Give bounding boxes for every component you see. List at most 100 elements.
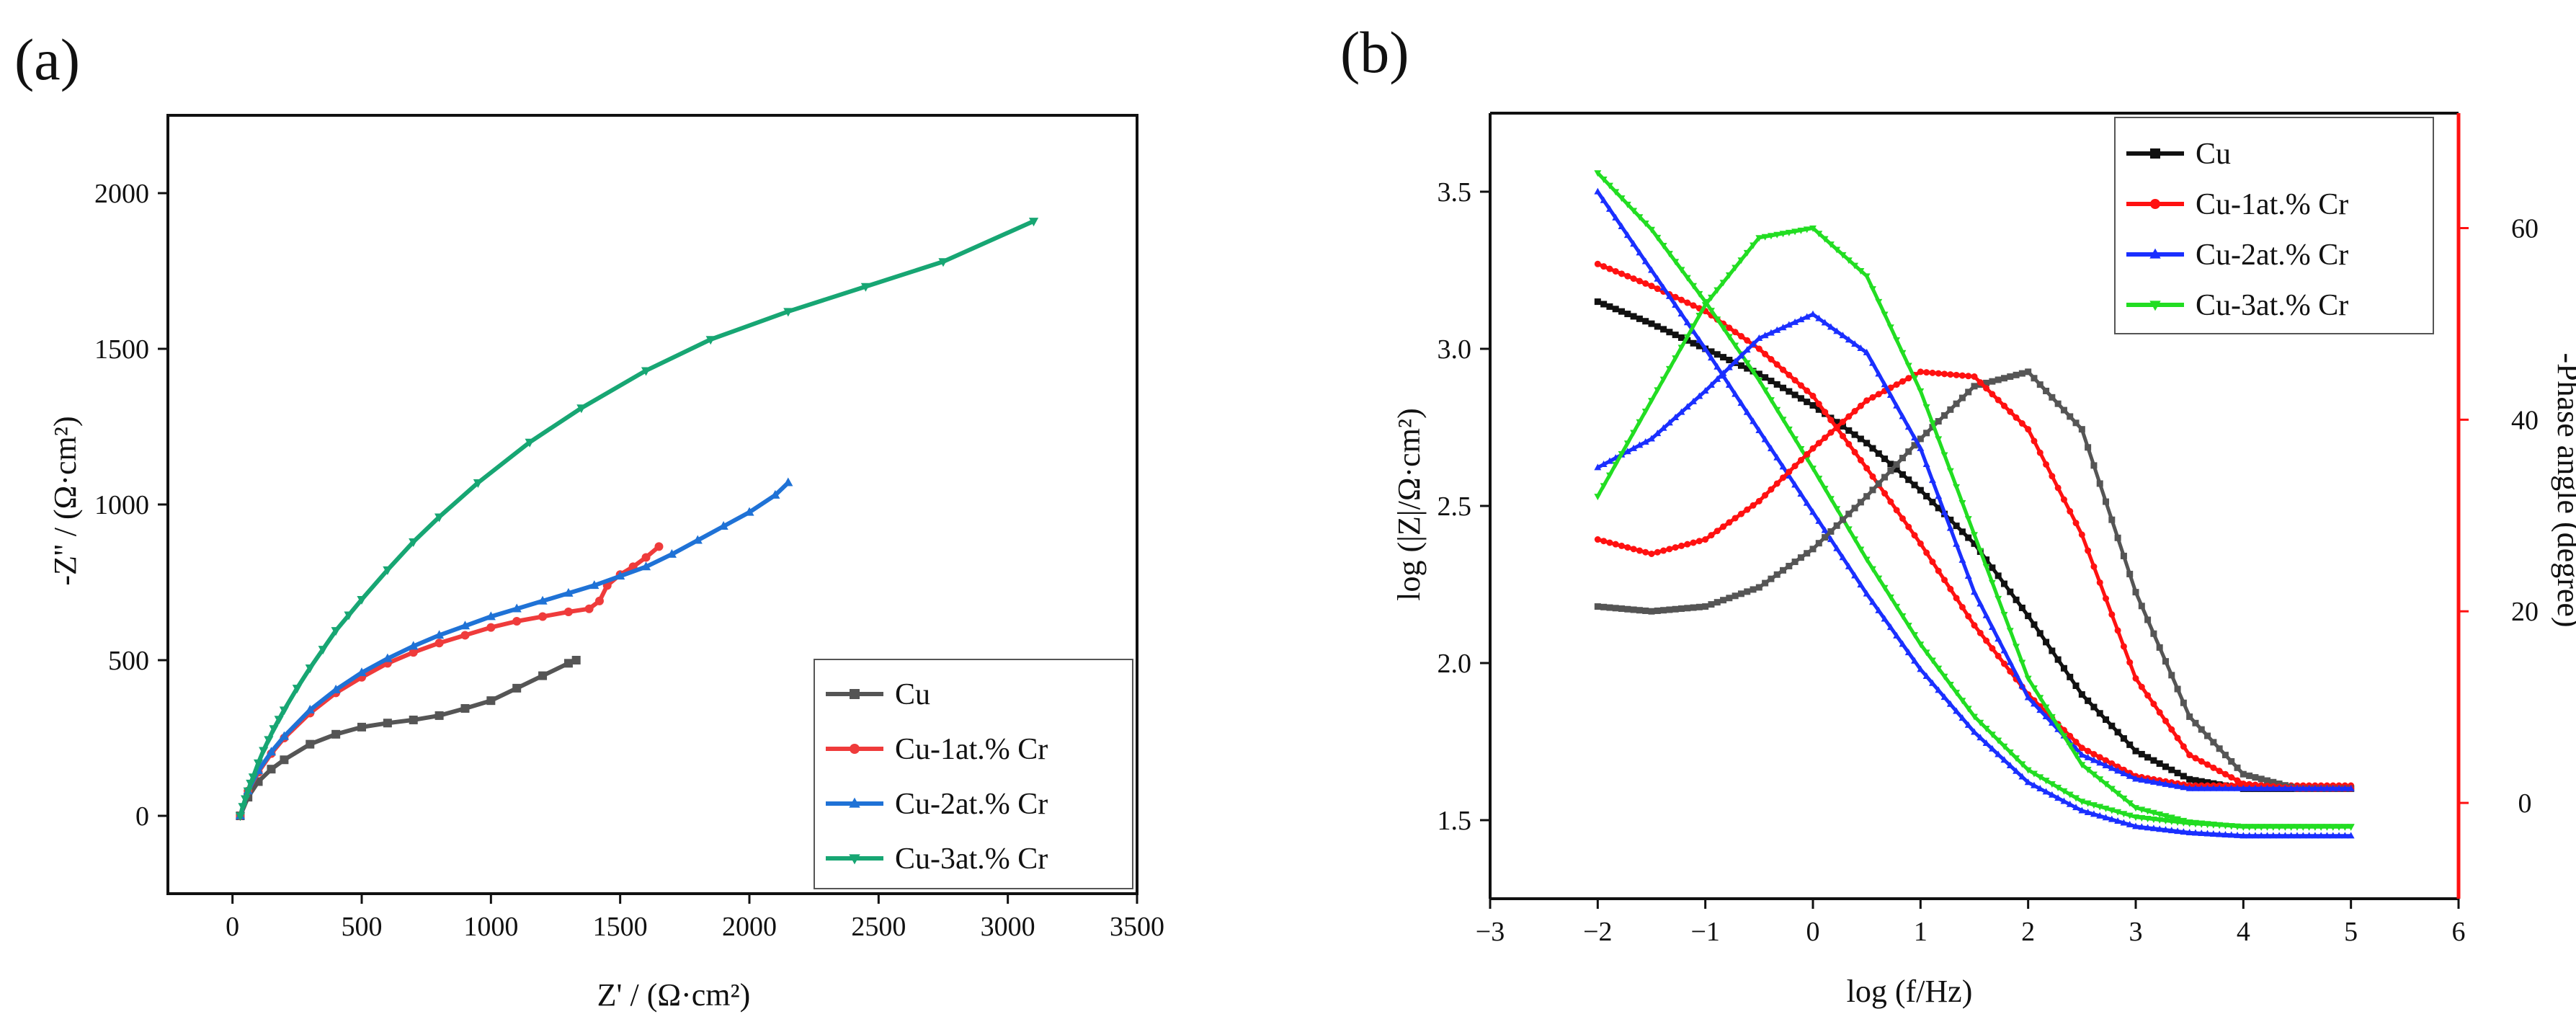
- data-point-cu-1at-cr-phase: [2150, 701, 2157, 708]
- data-point-cu-2at-cr-phase: [2144, 777, 2152, 784]
- data-point-cu-3at-cr: [1630, 208, 1638, 215]
- data-point-cu-1at-cr-phase: [2210, 764, 2217, 771]
- data-point-cu-1at-cr: [2072, 738, 2080, 745]
- data-point-cu-2at-cr-phase: [2323, 784, 2331, 791]
- data-point-cu-phase: [2198, 726, 2205, 733]
- data-point-cu-2at-cr: [2323, 832, 2331, 839]
- data-point-cu-phase: [1786, 562, 1793, 569]
- data-point-cu-2at-cr: [1755, 426, 1763, 433]
- data-point-cu-1at-cr-phase: [2144, 692, 2152, 699]
- data-point-cu-3at-cr-phase: [2078, 762, 2086, 769]
- data-point-cu-1at-cr: [1827, 417, 1835, 424]
- data-point-cu-3at-cr: [383, 566, 393, 575]
- data-point-cu-3at-cr: [1922, 649, 1930, 657]
- data-point-cu-3at-cr-phase: [2203, 821, 2211, 828]
- data-point-cu-phase: [2096, 480, 2103, 487]
- data-point-cu: [2031, 621, 2038, 628]
- data-point-cu-3at-cr: [1946, 681, 1954, 688]
- data-point-cu-1at-cr: [1958, 603, 1966, 610]
- data-point-cu-3at-cr-phase: [1690, 323, 1698, 330]
- data-point-cu-2at-cr-phase: [1659, 424, 1667, 431]
- data-point-cu-2at-cr: [1863, 590, 1871, 597]
- data-point-cu-2at-cr: [434, 630, 445, 639]
- legend-marker-cu-2at-cr: [2149, 248, 2161, 259]
- data-point-cu-2at-cr-phase: [1940, 508, 1948, 515]
- data-point-cu-phase: [1773, 571, 1781, 578]
- data-point-cu-3at-cr: [1886, 594, 1894, 601]
- data-point-cu-phase: [2000, 375, 2007, 382]
- data-point-cu-1at-cr-phase: [1642, 548, 1649, 556]
- data-point-cu-1at-cr: [1672, 293, 1679, 301]
- data-point-cu-2at-cr-phase: [2209, 784, 2217, 791]
- data-point-cu-3at-cr: [1641, 221, 1649, 227]
- data-point-cu-3at-cr: [1612, 189, 1620, 196]
- data-point-cu-1at-cr-phase: [2025, 426, 2032, 433]
- panel-b: (b) −3 −2 −1 0 1 2 3 4 5 6 1.5 2.0 2.5 3.0 3.5 0 20 40 60 C…: [1340, 19, 2576, 1009]
- data-point-cu-2at-cr: [2281, 832, 2289, 839]
- series-line-cu-1at-cr-phase: [1597, 370, 2351, 791]
- data-point-cu-3at-cr-phase: [2287, 824, 2295, 831]
- data-point-cu-3at-cr: [2054, 784, 2062, 791]
- panel-a-x-axis-title: Z' / (Ω·cm²): [597, 977, 751, 1013]
- panel-b-x-axis-title: log (f/Hz): [1847, 974, 1973, 1009]
- data-point-cu-1at-cr-phase: [1869, 394, 1876, 401]
- x-tick-label: 5: [2344, 917, 2358, 947]
- data-point-cu-phase: [2114, 534, 2121, 541]
- data-point-cu-3at-cr: [246, 779, 256, 788]
- data-point-cu: [1953, 523, 1960, 530]
- data-point-cu-1at-cr: [1815, 401, 1822, 408]
- data-point-cu-2at-cr-phase: [2006, 658, 2014, 665]
- data-point-cu-1at-cr-phase: [2192, 755, 2199, 762]
- data-point-cu-2at-cr: [1875, 606, 1883, 613]
- data-point-cu-2at-cr: [1886, 623, 1894, 631]
- data-point-cu-phase: [2067, 413, 2074, 420]
- data-point-cu-1at-cr: [1929, 559, 1936, 566]
- legend-marker-cu-1at-cr: [2150, 199, 2160, 209]
- data-point-cu-1at-cr: [1762, 350, 1769, 357]
- data-point-cu-2at-cr: [2347, 832, 2355, 839]
- data-point-cu-2at-cr-phase: [2203, 784, 2211, 791]
- data-point-cu-phase: [1822, 534, 1829, 541]
- data-point-cu-3at-cr-phase: [2317, 824, 2325, 831]
- panel-a-label: (a): [14, 27, 80, 92]
- data-point-cu-phase: [1762, 579, 1769, 587]
- x-tick-label: 1: [1914, 917, 1927, 947]
- data-point-cu-phase: [1965, 388, 1972, 396]
- data-point-cu-3at-cr-phase: [2156, 811, 2164, 818]
- data-point-cu-phase: [1618, 605, 1626, 613]
- data-point-cu-3at-cr: [1857, 546, 1865, 553]
- data-point-cu-3at-cr-phase: [1893, 337, 1901, 344]
- data-point-cu-2at-cr-phase: [2084, 753, 2092, 760]
- data-point-cu-phase: [1695, 603, 1703, 610]
- data-point-cu: [1612, 306, 1619, 313]
- data-point-cu-2at-cr: [1779, 463, 1787, 470]
- data-point-cu-3at-cr: [1833, 506, 1841, 513]
- data-point-cu: [1965, 534, 1972, 541]
- data-point-cu-2at-cr-phase: [1648, 435, 1655, 442]
- data-point-cu-3at-cr-phase: [1648, 398, 1655, 405]
- data-point-cu-2at-cr-phase: [2281, 784, 2289, 791]
- data-point-cu-3at-cr: [1928, 657, 1936, 664]
- data-point-cu-1at-cr: [1857, 457, 1864, 464]
- data-point-cu-2at-cr: [2126, 820, 2134, 827]
- data-point-cu-1at-cr: [1935, 567, 1942, 574]
- data-point-cu-3at-cr-phase: [1946, 468, 1954, 475]
- data-point-cu: [1851, 431, 1858, 438]
- data-point-cu-1at-cr-phase: [2186, 752, 2193, 759]
- data-point-cu-2at-cr-phase: [2287, 784, 2295, 791]
- data-point-cu-1at-cr-phase: [2085, 547, 2092, 554]
- data-point-cu: [1935, 504, 1942, 512]
- data-point-cu-phase: [1791, 559, 1799, 566]
- data-point-cu-3at-cr-phase: [1815, 231, 1823, 238]
- data-point-cu-3at-cr: [235, 812, 246, 822]
- legend-box: [814, 659, 1133, 889]
- data-point-cu-2at-cr-phase: [2031, 700, 2038, 707]
- data-point-cu-2at-cr: [383, 653, 393, 662]
- data-point-cu-2at-cr-phase: [1904, 423, 1912, 430]
- data-point-cu-2at-cr: [1636, 249, 1644, 256]
- data-point-cu-2at-cr-phase: [1821, 319, 1829, 326]
- data-point-cu-phase: [1953, 400, 1960, 407]
- data-point-cu-3at-cr-phase: [1886, 324, 1894, 332]
- data-point-cu-2at-cr: [2054, 794, 2062, 801]
